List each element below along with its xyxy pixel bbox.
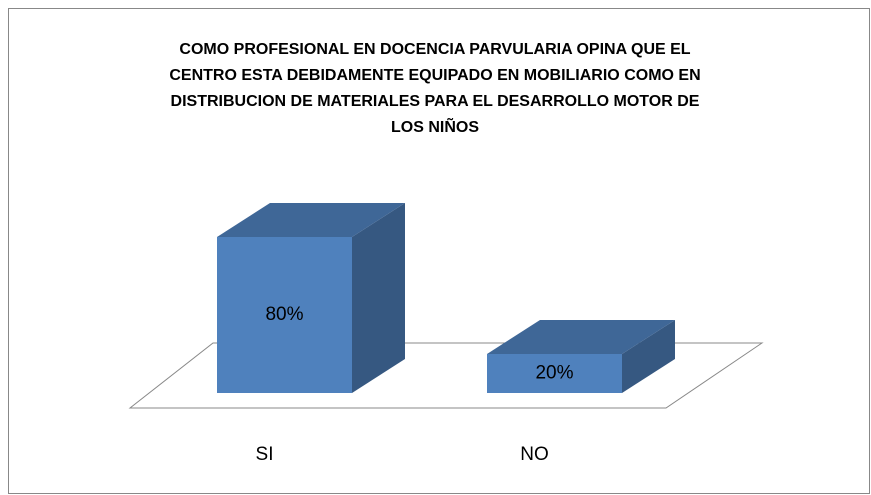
bar-side	[352, 203, 405, 393]
chart-title: LOS NIÑOS	[391, 116, 479, 136]
chart-title: DISTRIBUCION DE MATERIALES PARA EL DESAR…	[171, 93, 700, 110]
chart-frame	[8, 8, 870, 494]
bar	[217, 237, 352, 393]
data-label: 80%	[265, 304, 303, 325]
bar-top	[487, 320, 675, 354]
chart-title: CENTRO ESTA DEBIDAMENTE EQUIPADO EN MOBI…	[169, 67, 700, 84]
x-tick-label: SI	[256, 444, 274, 465]
x-tick-label: NO	[520, 444, 549, 465]
chart-title: COMO PROFESIONAL EN DOCENCIA PARVULARIA …	[179, 41, 690, 58]
bar	[487, 354, 622, 393]
data-label: 20%	[535, 363, 573, 384]
bar-top	[217, 203, 405, 237]
bar-side	[622, 320, 675, 393]
